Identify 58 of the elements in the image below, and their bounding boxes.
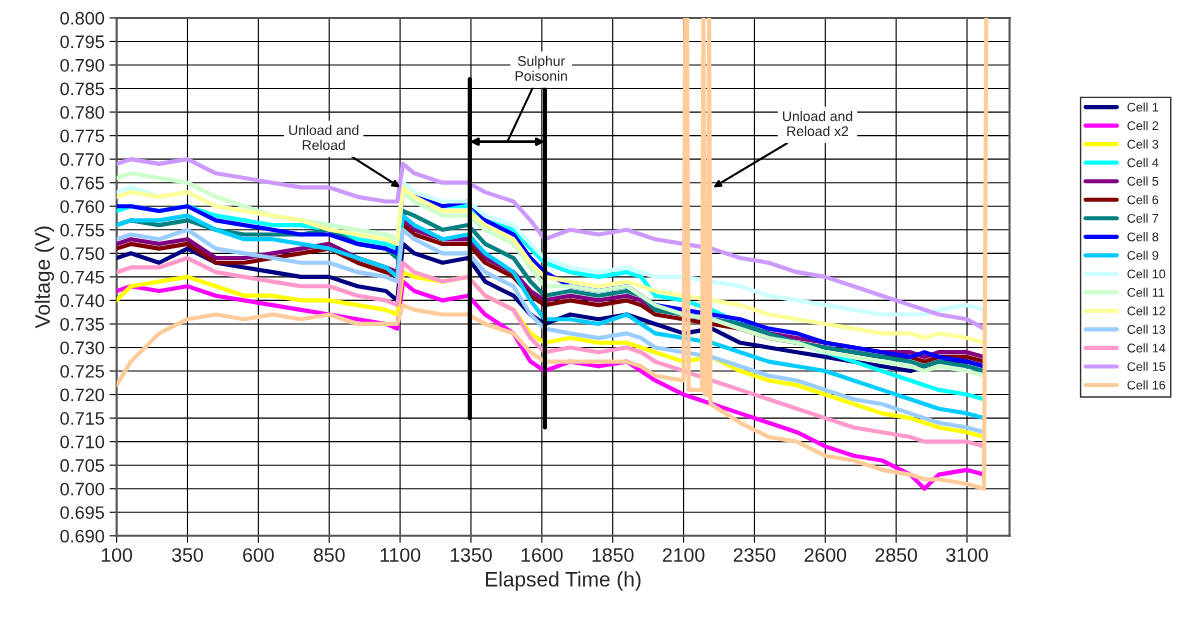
y-tick-label: 0.785 [60,82,105,96]
x-tick-label: 2850 [875,548,918,562]
y-tick-label: 0.720 [60,388,105,402]
y-axis-title: Voltage (V) [34,226,55,329]
legend-label: Cell 4 [1127,158,1159,168]
x-tick-label: 100 [101,548,133,562]
y-tick-label: 0.725 [60,364,105,378]
legend-label: Cell 1 [1127,102,1159,112]
y-tick-label: 0.730 [60,341,105,355]
legend-label: Cell 11 [1127,287,1165,297]
y-tick-label: 0.710 [60,435,105,449]
x-tick-label: 1100 [380,548,421,562]
y-tick-label: 0.755 [60,223,105,237]
y-tick-label: 0.695 [60,506,105,519]
y-tick-label: 0.690 [60,529,105,543]
legend-label: Cell 5 [1127,176,1159,186]
legend-label: Cell 14 [1127,343,1166,353]
y-tick-label: 0.765 [60,176,105,190]
legend-label: Cell 10 [1127,269,1166,279]
y-tick-label: 0.780 [60,106,105,119]
y-tick-label: 0.800 [60,11,105,25]
y-tick-label: 0.700 [60,482,105,496]
x-tick-label: 600 [243,548,274,562]
legend-label: Cell 9 [1127,250,1159,260]
annotation: Sulphur Poisonin [515,55,567,81]
y-tick-label: 0.775 [60,129,105,143]
legend-label: Cell 3 [1127,139,1159,149]
annotation: Unload and Reload x2 [783,110,853,137]
x-tick-label: 850 [313,548,345,562]
legend-label: Cell 2 [1127,120,1159,131]
x-axis-title: Elapsed Time (h) [486,571,641,591]
x-tick-label: 1850 [592,548,634,562]
x-tick-label: 2100 [662,548,705,562]
y-tick-label: 0.760 [60,200,105,213]
line-series [116,17,989,491]
legend-label: Cell 12 [1127,306,1166,316]
x-tick-label: 1600 [521,548,563,562]
legend-label: Cell 7 [1127,213,1159,223]
y-tick-label: 0.795 [60,35,105,49]
y-tick-label: 0.790 [60,58,105,72]
legend-label: Cell 13 [1127,324,1166,334]
legend-label: Cell 15 [1127,361,1166,371]
x-tick-label: 1350 [450,548,492,562]
legend-label: Cell 16 [1127,380,1166,390]
annotation: Unload and Reload [289,124,359,151]
y-tick-label: 0.735 [60,317,105,331]
x-tick-label: 350 [172,548,203,562]
y-tick-label: 0.715 [60,412,105,425]
legend-label: Cell 6 [1127,195,1159,205]
y-tick-label: 0.770 [60,153,105,166]
y-tick-label: 0.740 [60,294,105,308]
y-tick-label: 0.745 [60,270,105,284]
legend-label: Cell 8 [1127,232,1159,242]
x-tick-label: 3100 [946,548,988,562]
x-tick-label: 2350 [733,548,776,562]
x-tick-label: 2600 [804,548,847,562]
y-tick-label: 0.750 [60,247,105,261]
y-tick-label: 0.705 [60,459,105,472]
